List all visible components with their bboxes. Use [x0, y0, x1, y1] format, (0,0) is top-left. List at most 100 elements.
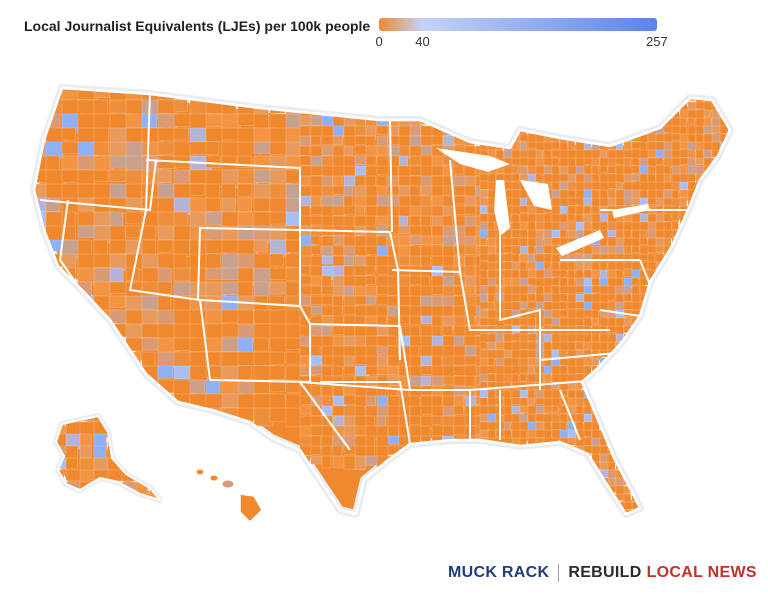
county-cell — [559, 88, 571, 95]
plains-borders — [299, 119, 530, 440]
county-cell — [299, 285, 313, 296]
county-cell — [464, 205, 477, 215]
county-cell — [623, 437, 635, 448]
county-cell — [631, 405, 642, 417]
county-cell — [639, 229, 647, 240]
county-cell — [687, 421, 698, 430]
county-cell — [695, 389, 705, 398]
county-cell — [543, 493, 554, 504]
county-cell — [487, 109, 499, 119]
county-cell — [511, 93, 521, 104]
county-cell — [45, 393, 69, 409]
county-cell — [420, 105, 433, 118]
county-cell — [164, 446, 183, 458]
legend: Local Journalist Equivalents (LJEs) per … — [24, 14, 674, 54]
county-cell — [157, 169, 172, 183]
county-cell — [679, 349, 688, 362]
county-cell — [487, 389, 496, 400]
county-cell — [141, 407, 163, 422]
county-cell — [592, 518, 600, 527]
county-cell — [61, 295, 78, 316]
county-cell — [639, 421, 650, 430]
county-cell — [299, 295, 311, 306]
county-cell — [495, 125, 506, 138]
county-cell — [679, 197, 687, 208]
county-cell — [727, 381, 730, 390]
county-cell — [519, 101, 527, 114]
county-cell — [703, 301, 712, 310]
county-cell — [655, 101, 664, 112]
county-cell — [703, 213, 712, 224]
county-cell — [527, 109, 540, 118]
county-cell — [559, 189, 570, 199]
county-cell — [711, 181, 720, 190]
county-cell — [398, 255, 410, 266]
county-cell — [464, 445, 481, 459]
county-cell — [431, 105, 443, 119]
county-cell — [736, 286, 743, 293]
county-cell — [475, 455, 486, 469]
county-cell — [464, 95, 477, 108]
county-cell — [583, 477, 593, 490]
county-cell — [343, 365, 357, 375]
county-cell — [631, 469, 641, 479]
county-cell — [431, 455, 446, 466]
county-cell — [135, 433, 151, 446]
county-cell — [453, 325, 466, 338]
county-cell — [671, 469, 681, 482]
county-cell — [535, 453, 545, 461]
county-cell — [647, 373, 657, 385]
county-cell — [269, 253, 284, 267]
county-cell — [321, 445, 332, 458]
county-cell — [687, 309, 698, 319]
county-cell — [671, 269, 681, 277]
county-cell — [479, 213, 489, 223]
county-cell — [599, 117, 611, 127]
county-cell — [736, 214, 746, 223]
county-cell — [703, 397, 713, 407]
county-cell — [559, 269, 568, 278]
county-cell — [157, 127, 176, 141]
county-cell — [599, 101, 609, 113]
county-cell — [205, 337, 224, 352]
county-cell — [720, 518, 728, 525]
county-cell — [655, 309, 664, 321]
county-cell — [719, 157, 730, 170]
county-cell — [431, 135, 443, 145]
county-cell — [711, 237, 719, 250]
county-cell — [639, 469, 647, 480]
county-cell — [671, 117, 681, 127]
county-cell — [567, 229, 578, 239]
county-cell — [608, 518, 618, 528]
legend-tick-max: 257 — [646, 34, 668, 49]
county-cell — [575, 101, 584, 114]
county-cell — [687, 245, 696, 256]
county-cell — [647, 309, 658, 317]
county-cell — [607, 109, 616, 118]
county-cell — [479, 453, 490, 466]
county-cell — [695, 253, 703, 263]
county-cell — [575, 509, 583, 514]
county-cell — [253, 239, 268, 253]
county-cell — [623, 381, 634, 390]
county-cell — [623, 125, 635, 135]
county-cell — [703, 365, 711, 377]
county-cell — [727, 469, 730, 480]
county-cell — [487, 317, 497, 326]
county-cell — [535, 245, 546, 255]
county-cell — [663, 453, 672, 461]
county-cell — [365, 175, 376, 187]
county-cell — [551, 157, 559, 167]
county-cell — [679, 245, 691, 254]
county-cell — [679, 341, 691, 350]
county-cell — [125, 141, 145, 158]
county-cell — [687, 333, 700, 344]
county-cell — [583, 469, 592, 479]
county-cell — [551, 261, 560, 272]
county-cell — [503, 469, 512, 478]
county-cell — [591, 173, 600, 183]
county-cell — [343, 185, 354, 197]
county-cell — [647, 501, 656, 512]
county-cell — [703, 437, 712, 445]
county-cell — [671, 301, 680, 312]
